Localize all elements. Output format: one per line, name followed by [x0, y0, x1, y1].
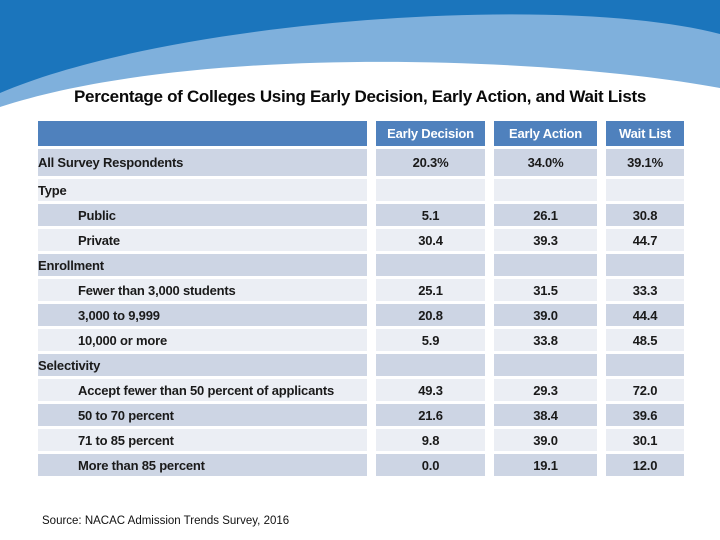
table-body: All Survey Respondents 20.3% 34.0% 39.1% Typ…: [38, 149, 684, 476]
cell-value: [494, 179, 597, 201]
table-row: 50 to 70 percent 21.6 38.4 39.6: [38, 404, 684, 426]
cell-value: 39.0: [494, 429, 597, 451]
cell-value: 44.4: [606, 304, 684, 326]
cell-value: 20.8: [376, 304, 485, 326]
table-row: 10,000 or more 5.9 33.8 48.5: [38, 329, 684, 351]
row-label: 50 to 70 percent: [38, 404, 367, 426]
cell-value: [494, 254, 597, 276]
data-table: Early Decision Early Action Wait List Al…: [29, 118, 693, 479]
table-row: Enrollment: [38, 254, 684, 276]
table-row: 71 to 85 percent 9.8 39.0 30.1: [38, 429, 684, 451]
banner-swoosh-graphic: [0, 0, 720, 107]
cell-value: [376, 254, 485, 276]
cell-value: 31.5: [494, 279, 597, 301]
table-header-row: Early Decision Early Action Wait List: [38, 121, 684, 146]
cell-value: 33.8: [494, 329, 597, 351]
banner-dark-curve: [0, 0, 720, 93]
row-label: Private: [38, 229, 367, 251]
cell-value: 48.5: [606, 329, 684, 351]
cell-value: 5.9: [376, 329, 485, 351]
cell-value: 44.7: [606, 229, 684, 251]
table-row: More than 85 percent 0.0 19.1 12.0: [38, 454, 684, 476]
cell-value: 25.1: [376, 279, 485, 301]
cell-value: 39.6: [606, 404, 684, 426]
cell-value: [376, 179, 485, 201]
cell-value: 29.3: [494, 379, 597, 401]
row-label: Accept fewer than 50 percent of applican…: [38, 379, 367, 401]
cell-value: [606, 254, 684, 276]
column-header-early-decision: Early Decision: [376, 121, 485, 146]
row-label: All Survey Respondents: [38, 149, 367, 176]
cell-value: 26.1: [494, 204, 597, 226]
row-label: Selectivity: [38, 354, 367, 376]
cell-value: 12.0: [606, 454, 684, 476]
cell-value: [494, 354, 597, 376]
source-note: Source: NACAC Admission Trends Survey, 2…: [42, 515, 290, 527]
cell-value: 34.0%: [494, 149, 597, 176]
cell-value: [606, 179, 684, 201]
cell-value: 20.3%: [376, 149, 485, 176]
row-label: 71 to 85 percent: [38, 429, 367, 451]
row-label: Fewer than 3,000 students: [38, 279, 367, 301]
row-label: Public: [38, 204, 367, 226]
row-label: Type: [38, 179, 367, 201]
column-header-blank: [38, 121, 367, 146]
cell-value: 33.3: [606, 279, 684, 301]
cell-value: 72.0: [606, 379, 684, 401]
column-header-early-action: Early Action: [494, 121, 597, 146]
table-row: All Survey Respondents 20.3% 34.0% 39.1%: [38, 149, 684, 176]
cell-value: 5.1: [376, 204, 485, 226]
table-row: Public 5.1 26.1 30.8: [38, 204, 684, 226]
table-row: 3,000 to 9,999 20.8 39.0 44.4: [38, 304, 684, 326]
cell-value: [376, 354, 485, 376]
row-label: 3,000 to 9,999: [38, 304, 367, 326]
column-header-wait-list: Wait List: [606, 121, 684, 146]
cell-value: 0.0: [376, 454, 485, 476]
table-row: Fewer than 3,000 students 25.1 31.5 33.3: [38, 279, 684, 301]
cell-value: 39.1%: [606, 149, 684, 176]
page-title: Percentage of Colleges Using Early Decis…: [74, 87, 646, 106]
cell-value: 38.4: [494, 404, 597, 426]
row-label: More than 85 percent: [38, 454, 367, 476]
table-row: Selectivity: [38, 354, 684, 376]
table-row: Type: [38, 179, 684, 201]
table-row: Accept fewer than 50 percent of applican…: [38, 379, 684, 401]
cell-value: 9.8: [376, 429, 485, 451]
cell-value: [606, 354, 684, 376]
table-row: Private 30.4 39.3 44.7: [38, 229, 684, 251]
cell-value: 39.0: [494, 304, 597, 326]
row-label: 10,000 or more: [38, 329, 367, 351]
cell-value: 39.3: [494, 229, 597, 251]
cell-value: 49.3: [376, 379, 485, 401]
row-label: Enrollment: [38, 254, 367, 276]
cell-value: 19.1: [494, 454, 597, 476]
cell-value: 30.1: [606, 429, 684, 451]
cell-value: 21.6: [376, 404, 485, 426]
cell-value: 30.4: [376, 229, 485, 251]
cell-value: 30.8: [606, 204, 684, 226]
